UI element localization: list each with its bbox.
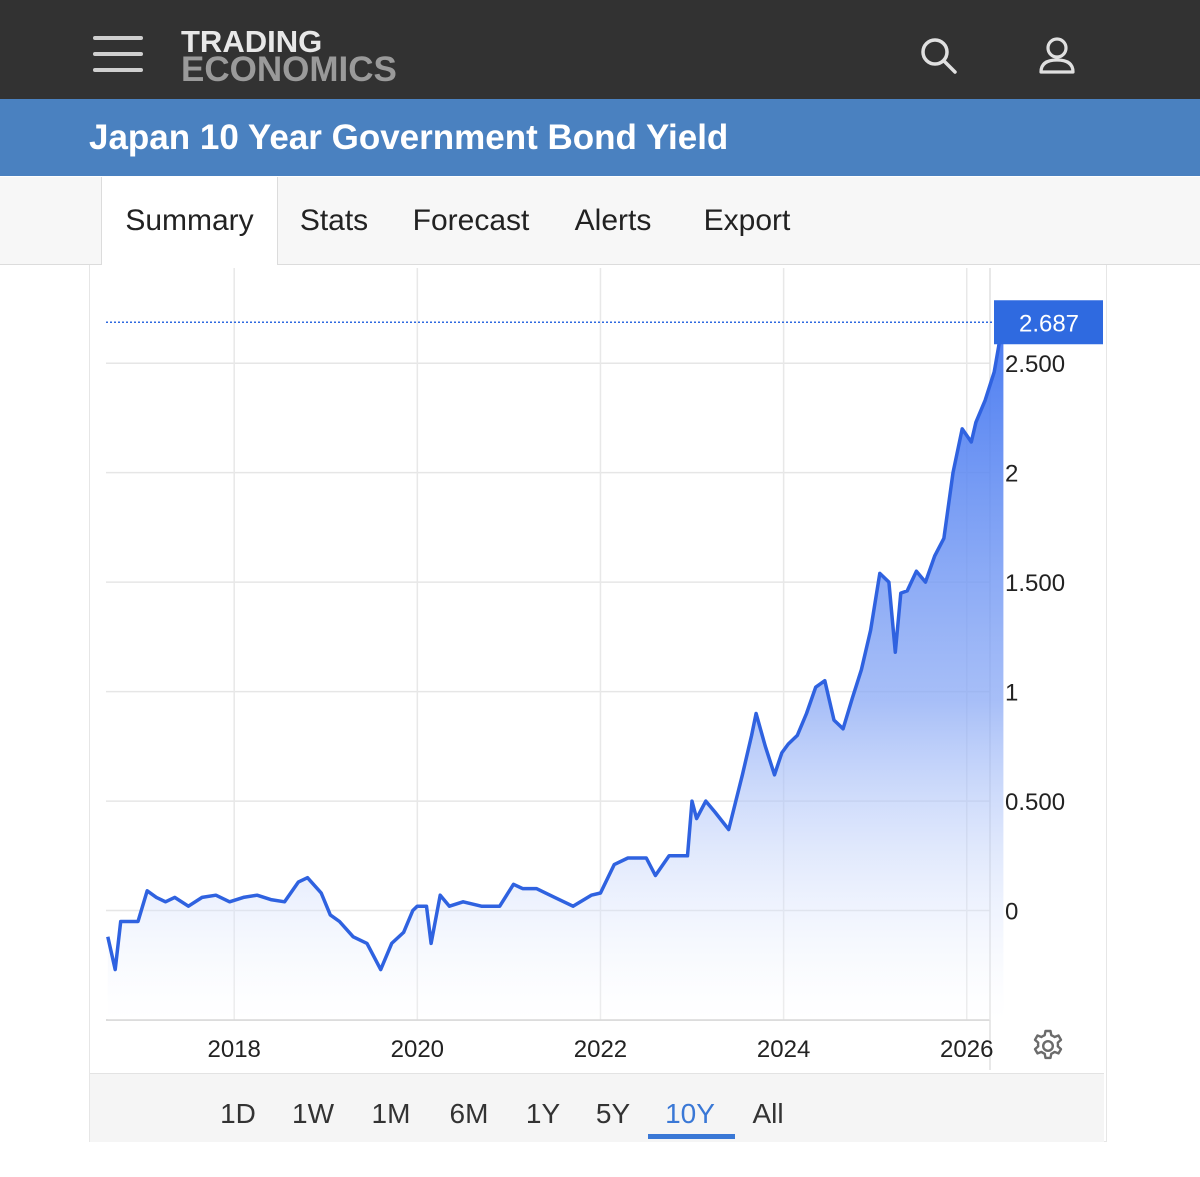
logo-line-2: ECONOMICS [181,50,397,89]
user-icon[interactable] [1037,36,1077,76]
series-line [106,310,1006,972]
gear-icon[interactable] [1033,1029,1063,1060]
y-tick-label: 2.500 [1005,351,1065,378]
logo-line-1: TRADING [181,24,323,59]
y-tick-label: 0.500 [1005,789,1065,816]
x-tick-label: 2018 [208,1036,261,1063]
y-tick-label: 0 [1005,899,1018,926]
x-tick-label: 2026 [940,1036,993,1063]
page-title: Japan 10 Year Government Bond Yield [89,118,729,157]
y-tick-label: 1 [1005,680,1018,707]
tab-bar: Summary Stats Forecast Alerts Export [0,177,1200,265]
y-axis: 0 0.500 1 1.500 2 2.500 [1005,351,1065,925]
range-1d-button[interactable]: 1D [220,1098,256,1129]
active-range-indicator [648,1134,735,1139]
range-6m-button[interactable]: 6M [449,1098,489,1129]
series-area-fill [107,310,1004,1020]
current-value-label: 2.687 [1019,310,1079,337]
title-bar: Japan 10 Year Government Bond Yield [0,99,1200,176]
x-axis: 2018 2020 2022 2024 2026 [208,1036,994,1063]
tab-summary[interactable]: Summary [101,177,278,265]
x-tick-label: 2022 [574,1036,627,1063]
x-tick-label: 2020 [391,1036,444,1063]
top-navigation-bar: TRADING ECONOMICS [0,0,1200,99]
time-range-selector: 1D 1W 1M 6M 1Y 5Y 10Y All [90,1073,1104,1142]
range-10y-button[interactable]: 10Y [665,1098,715,1129]
current-value-badge [994,300,1103,345]
tab-export[interactable]: Export [703,204,791,237]
range-1w-button[interactable]: 1W [292,1098,334,1129]
range-1m-button[interactable]: 1M [371,1098,411,1129]
hamburger-menu-icon[interactable] [93,34,143,74]
site-logo[interactable]: TRADING ECONOMICS [181,24,397,89]
tab-forecast[interactable]: Forecast [412,204,530,237]
range-1y-button[interactable]: 1Y [525,1098,561,1129]
range-all-button[interactable]: All [752,1098,784,1129]
y-tick-label: 2 [1005,461,1018,488]
x-tick-label: 2024 [757,1036,810,1063]
range-5y-button[interactable]: 5Y [595,1098,631,1129]
search-icon[interactable] [919,36,959,76]
y-tick-label: 1.500 [1005,570,1065,597]
tab-stats[interactable]: Stats [299,204,369,237]
tab-alerts[interactable]: Alerts [574,204,652,237]
